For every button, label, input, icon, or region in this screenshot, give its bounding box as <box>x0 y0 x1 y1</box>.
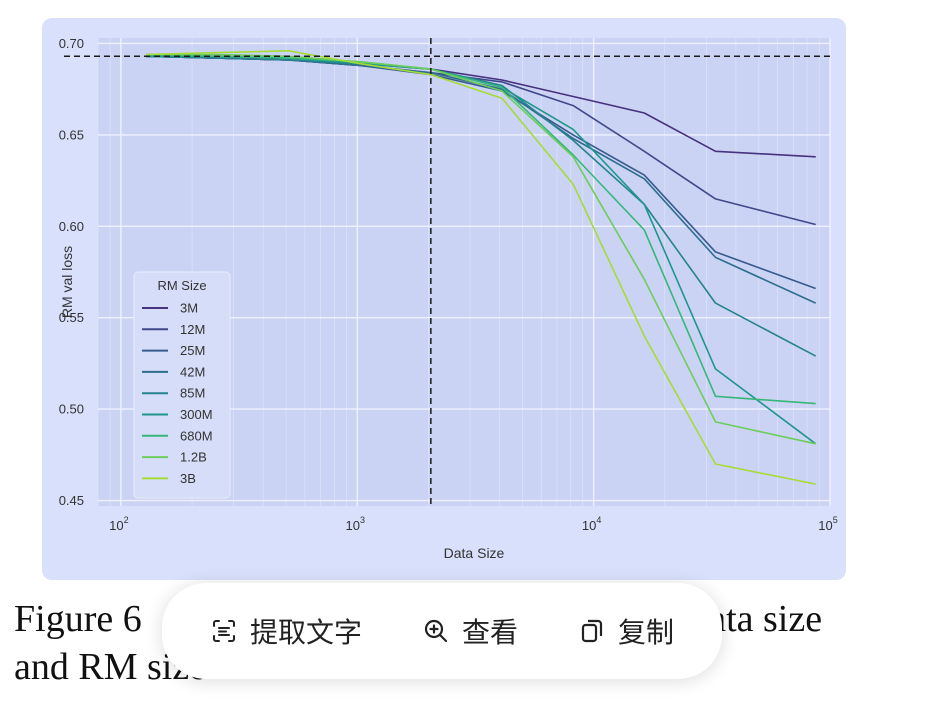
copy-button[interactable]: 复制 <box>578 611 674 651</box>
x-tick-exponent: 5 <box>833 515 838 525</box>
legend-label-680M: 680M <box>180 428 213 443</box>
series-line-1.2B <box>146 53 816 445</box>
series-line-3B <box>146 49 816 485</box>
line-chart: 102 103 104 1050.450.500.550.600.650.70Data… <box>59 36 838 561</box>
y-tick-label: 0.70 <box>59 36 84 51</box>
y-tick-label: 0.65 <box>59 127 84 142</box>
x-tick-label: 104 <box>582 515 601 533</box>
floating-toolbar: 提取文字 查看 复制 <box>162 583 722 679</box>
legend-label-1.2B: 1.2B <box>180 450 207 465</box>
view-label: 查看 <box>461 616 518 649</box>
zoom-in-icon <box>422 617 450 645</box>
y-tick-label: 0.60 <box>59 219 84 234</box>
series-line-680M <box>146 53 816 405</box>
extract-text-label: 提取文字 <box>249 616 362 649</box>
legend-label-85M: 85M <box>180 386 205 401</box>
x-tick-label: 105 <box>818 515 837 533</box>
view-button[interactable]: 查看 <box>422 611 518 651</box>
x-tick-label: 103 <box>346 515 365 533</box>
x-tick-base: 10 <box>582 518 596 533</box>
x-tick-base: 10 <box>109 518 123 533</box>
legend-label-12M: 12M <box>180 322 205 337</box>
text-scan-icon <box>210 617 238 645</box>
legend: RM Size 3M 12M 25M 42M 85M 300M 680M 1.2B 3B <box>133 271 231 499</box>
x-tick-exponent: 3 <box>360 515 365 525</box>
y-tick-label: 0.55 <box>59 310 84 325</box>
x-axis-title: Data Size <box>444 545 505 561</box>
extract-text-button[interactable]: 提取文字 <box>210 611 362 651</box>
y-axis-title: RM val loss <box>59 246 75 318</box>
legend-label-300M: 300M <box>180 407 213 422</box>
x-tick-exponent: 4 <box>596 515 601 525</box>
x-tick-base: 10 <box>818 518 832 533</box>
y-tick-label: 0.50 <box>59 402 84 417</box>
legend-title: RM Size <box>157 278 206 293</box>
x-tick-base: 10 <box>346 518 360 533</box>
x-tick-label: 102 <box>109 515 128 533</box>
x-tick-exponent: 2 <box>124 515 129 525</box>
y-tick-label: 0.45 <box>59 493 84 508</box>
legend-label-42M: 42M <box>180 364 205 379</box>
copy-icon <box>578 617 606 645</box>
legend-label-3M: 3M <box>180 301 198 316</box>
legend-label-25M: 25M <box>180 343 205 358</box>
chart-card: 102 103 104 105 0.45 0.50 0.55 0.60 0.65 0.70 Data… <box>42 18 846 580</box>
caption-line-1-start: Figure 6 <box>14 598 142 640</box>
series-line-85M <box>146 55 817 357</box>
legend-label-3B: 3B <box>180 471 196 486</box>
copy-label: 复制 <box>617 616 674 649</box>
